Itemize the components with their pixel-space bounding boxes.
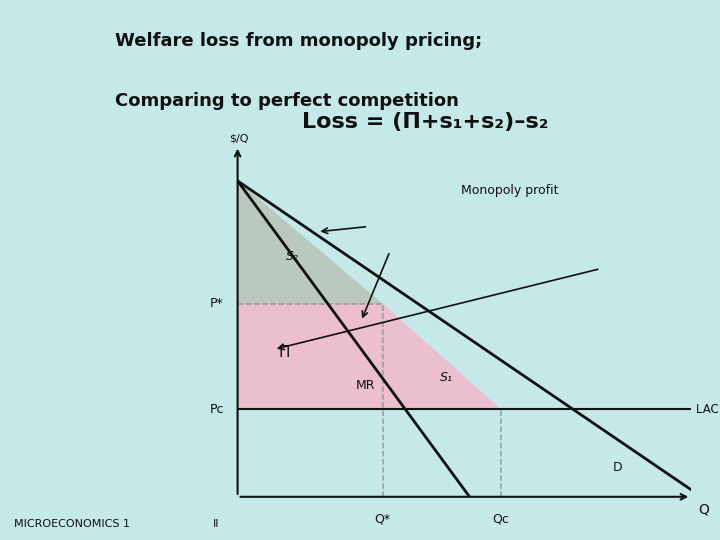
- Text: MR: MR: [356, 380, 375, 393]
- Text: S₂: S₂: [287, 250, 300, 263]
- Text: LAC = LMC: LAC = LMC: [696, 402, 720, 416]
- Text: Pᴄ: Pᴄ: [210, 402, 224, 416]
- Text: P*: P*: [210, 297, 224, 310]
- Text: Comparing to perfect competition: Comparing to perfect competition: [115, 92, 459, 110]
- Polygon shape: [238, 303, 500, 409]
- Text: Loss = (Π+s₁+s₂)–s₂: Loss = (Π+s₁+s₂)–s₂: [302, 112, 549, 132]
- Text: D: D: [613, 461, 623, 474]
- Text: II: II: [212, 519, 219, 529]
- Text: MICROECONOMICS 1: MICROECONOMICS 1: [14, 519, 130, 529]
- Text: Q*: Q*: [374, 512, 391, 525]
- Text: $/Q: $/Q: [229, 133, 248, 143]
- Text: Welfare loss from monopoly pricing;: Welfare loss from monopoly pricing;: [115, 32, 482, 50]
- Text: Monopoly profit: Monopoly profit: [461, 184, 558, 197]
- Polygon shape: [238, 181, 383, 303]
- Text: S₁: S₁: [440, 371, 453, 384]
- Text: Qᴄ: Qᴄ: [492, 512, 509, 525]
- Text: Π: Π: [279, 346, 289, 360]
- Text: Q: Q: [698, 502, 709, 516]
